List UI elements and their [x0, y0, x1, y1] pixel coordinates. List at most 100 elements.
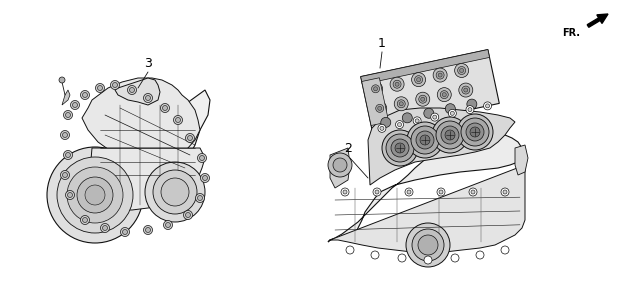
Circle shape — [405, 188, 413, 196]
Circle shape — [63, 151, 72, 159]
Polygon shape — [362, 78, 388, 126]
Circle shape — [382, 130, 418, 166]
Circle shape — [417, 78, 420, 82]
Circle shape — [120, 228, 129, 236]
Circle shape — [65, 152, 70, 157]
Circle shape — [471, 190, 475, 194]
Circle shape — [102, 225, 108, 230]
Circle shape — [416, 131, 434, 149]
Circle shape — [415, 76, 422, 84]
Circle shape — [166, 222, 170, 228]
Circle shape — [346, 246, 354, 254]
Circle shape — [77, 177, 113, 213]
Circle shape — [111, 80, 120, 89]
Circle shape — [442, 93, 446, 97]
Circle shape — [437, 88, 451, 102]
Circle shape — [437, 188, 445, 196]
Circle shape — [466, 123, 484, 141]
Circle shape — [380, 126, 384, 130]
Circle shape — [449, 109, 456, 117]
Circle shape — [413, 117, 421, 125]
Circle shape — [163, 220, 173, 230]
Circle shape — [200, 173, 209, 182]
Circle shape — [333, 158, 347, 172]
Circle shape — [122, 230, 127, 235]
Circle shape — [445, 104, 455, 114]
Polygon shape — [82, 78, 200, 162]
Circle shape — [63, 173, 67, 178]
Polygon shape — [88, 148, 205, 210]
Circle shape — [466, 106, 474, 114]
Circle shape — [127, 86, 136, 94]
Polygon shape — [361, 50, 499, 130]
Circle shape — [420, 135, 430, 145]
FancyArrow shape — [588, 14, 608, 27]
Text: 2: 2 — [344, 142, 352, 155]
Circle shape — [394, 97, 408, 111]
Circle shape — [186, 133, 195, 143]
Circle shape — [113, 83, 118, 88]
Circle shape — [81, 216, 90, 225]
Circle shape — [451, 111, 454, 115]
Circle shape — [163, 105, 168, 110]
Circle shape — [369, 82, 383, 96]
Polygon shape — [368, 108, 515, 185]
Text: 1: 1 — [378, 37, 386, 50]
Circle shape — [59, 77, 65, 83]
Circle shape — [97, 86, 102, 91]
Polygon shape — [62, 90, 70, 105]
Circle shape — [424, 256, 432, 264]
Circle shape — [445, 130, 455, 140]
Circle shape — [460, 69, 463, 72]
Polygon shape — [55, 90, 210, 220]
Circle shape — [143, 225, 152, 235]
Circle shape — [61, 170, 70, 179]
Circle shape — [200, 156, 205, 160]
Circle shape — [406, 223, 450, 267]
Circle shape — [373, 188, 381, 196]
Circle shape — [65, 190, 74, 200]
Circle shape — [328, 153, 352, 177]
Circle shape — [72, 102, 77, 108]
Circle shape — [161, 103, 170, 113]
Circle shape — [375, 190, 379, 194]
Circle shape — [100, 224, 109, 233]
Circle shape — [399, 102, 403, 106]
Circle shape — [436, 71, 444, 79]
Circle shape — [63, 110, 72, 119]
Circle shape — [396, 121, 404, 129]
Circle shape — [470, 127, 480, 137]
Circle shape — [395, 143, 405, 153]
Polygon shape — [361, 50, 490, 84]
Circle shape — [451, 254, 459, 262]
Circle shape — [378, 124, 386, 132]
Circle shape — [467, 99, 477, 109]
Circle shape — [431, 113, 439, 121]
Circle shape — [457, 114, 493, 150]
Circle shape — [441, 126, 459, 144]
Circle shape — [143, 94, 152, 102]
Circle shape — [70, 100, 79, 110]
Polygon shape — [115, 78, 160, 105]
Circle shape — [469, 188, 477, 196]
Circle shape — [372, 85, 380, 93]
Circle shape — [398, 254, 406, 262]
Circle shape — [440, 91, 448, 99]
Circle shape — [411, 126, 439, 154]
Circle shape — [503, 190, 507, 194]
Circle shape — [67, 167, 123, 223]
Circle shape — [484, 102, 492, 110]
Circle shape — [381, 117, 391, 127]
Circle shape — [173, 116, 182, 124]
Text: 3: 3 — [144, 57, 152, 70]
Circle shape — [371, 251, 379, 259]
Circle shape — [145, 162, 205, 222]
Circle shape — [461, 118, 489, 146]
Circle shape — [420, 97, 425, 101]
Circle shape — [390, 77, 404, 91]
Circle shape — [153, 170, 197, 214]
Circle shape — [145, 228, 150, 233]
Circle shape — [47, 147, 143, 243]
Circle shape — [161, 178, 189, 206]
Circle shape — [438, 73, 442, 77]
